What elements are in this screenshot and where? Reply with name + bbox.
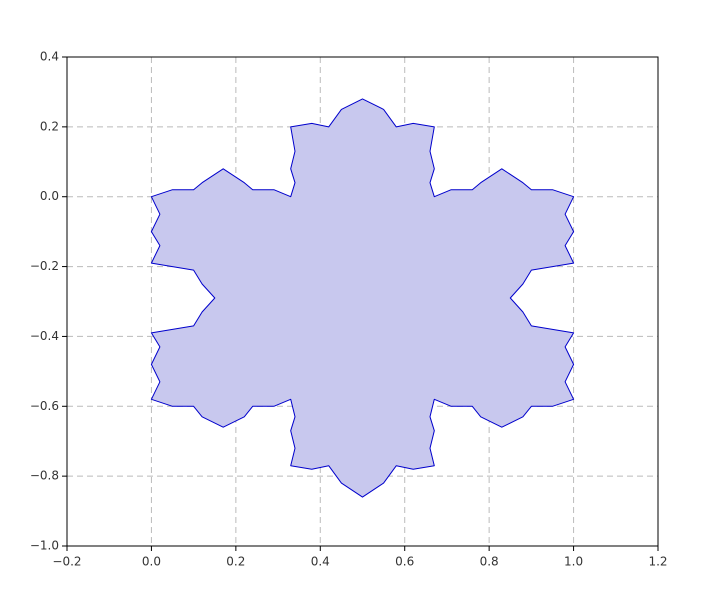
x-tick-label: 0.0 [142, 555, 161, 569]
y-tick-label: 0.2 [40, 119, 59, 133]
y-tick-label: −1.0 [30, 539, 59, 553]
x-tick-label: 1.2 [648, 555, 667, 569]
y-tick-label: −0.6 [30, 399, 59, 413]
plot-frame [66, 56, 659, 547]
y-tick-label: 0.0 [40, 189, 59, 203]
y-tick-label: 0.4 [40, 50, 59, 64]
y-tick-label: −0.2 [30, 259, 59, 273]
y-tick-label: −0.8 [30, 469, 59, 483]
x-tick-label: 0.8 [480, 555, 499, 569]
x-tick-label: 0.4 [311, 555, 330, 569]
y-tick-label: −0.4 [30, 329, 59, 343]
x-tick-label: 0.2 [226, 555, 245, 569]
x-tick-label: 0.6 [395, 555, 414, 569]
x-tick-label: 1.0 [564, 555, 583, 569]
x-tick-label: −0.2 [52, 555, 81, 569]
filled-polygon [150, 98, 575, 498]
